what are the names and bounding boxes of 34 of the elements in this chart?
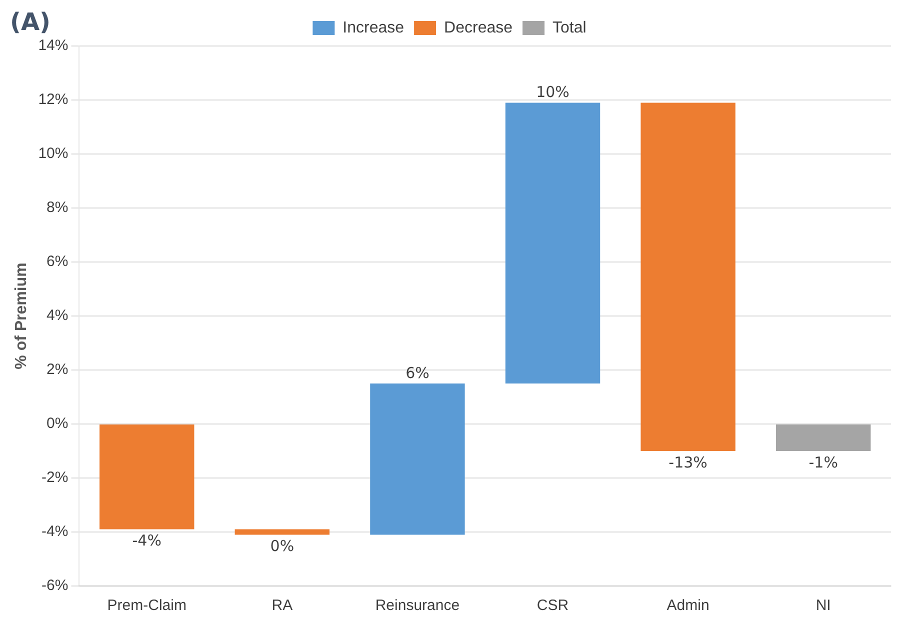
y-tick-label: 8% <box>46 199 68 216</box>
legend-label: Decrease <box>444 19 513 36</box>
x-tick-label: Prem-Claim <box>107 597 186 614</box>
data-label: -1% <box>808 453 838 472</box>
x-tick-label: Admin <box>666 597 710 614</box>
bar <box>370 384 465 535</box>
x-tick-label: RA <box>272 597 293 614</box>
bar <box>776 424 871 451</box>
y-tick-label: 12% <box>38 91 68 108</box>
data-label: 10% <box>536 83 570 102</box>
bar <box>100 424 194 530</box>
y-tick-label: -2% <box>42 469 68 486</box>
y-tick-label: 10% <box>38 145 68 162</box>
y-tick-label: 2% <box>46 361 68 378</box>
y-tick-label: 4% <box>46 307 68 324</box>
legend-label: Total <box>552 19 586 36</box>
x-tick-label: NI <box>816 597 831 614</box>
bar <box>234 529 330 535</box>
bar <box>640 102 736 451</box>
y-tick-label: 6% <box>46 253 68 270</box>
data-label: -13% <box>668 453 708 472</box>
data-label: -4% <box>132 532 162 550</box>
y-tick-label: -4% <box>42 523 68 540</box>
data-label: 6% <box>406 364 430 382</box>
y-tick-label: 14% <box>38 37 68 54</box>
chart-title: (A) <box>10 8 51 36</box>
bar <box>505 102 600 384</box>
y-tick-label: 0% <box>46 415 68 432</box>
x-tick-label: CSR <box>536 597 569 614</box>
legend-label: Increase <box>342 19 404 36</box>
y-tick-label: -6% <box>42 577 68 594</box>
y-axis-title: % of Premium <box>13 262 30 370</box>
x-tick-label: Reinsurance <box>375 597 460 614</box>
data-label: 0% <box>270 537 294 556</box>
